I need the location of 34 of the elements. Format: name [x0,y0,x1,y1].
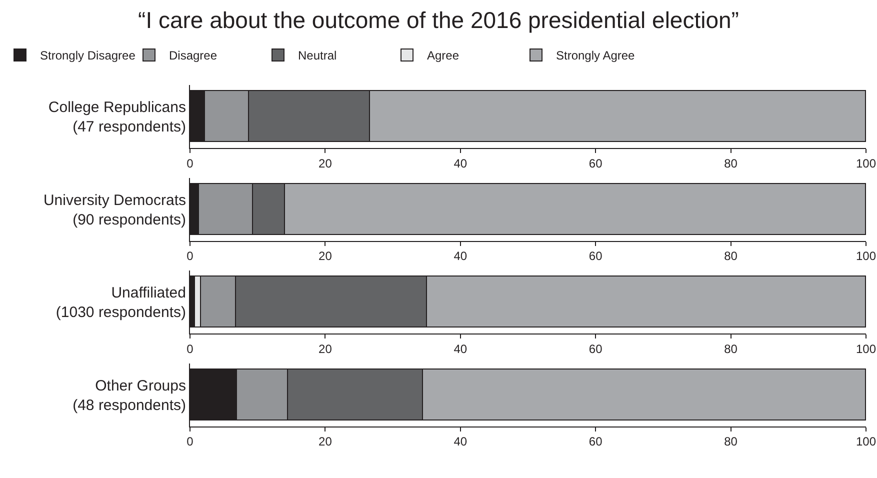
x-tick-label: 40 [454,156,468,170]
x-tick-label: 40 [454,249,468,264]
x-tick-label: 60 [588,249,603,264]
legend-label: Disagree [169,48,218,63]
x-tick-label: 80 [724,434,738,449]
x-tick-label: 80 [724,156,738,170]
legend-label: Strongly Agree [556,48,636,63]
x-tick-label: 0 [186,342,194,356]
y-tick-label: Unaffiliated (1030 respondents) [56,284,186,322]
x-tick-label: 40 [454,342,468,356]
legend-label: Agree [427,48,460,63]
x-tick-label: 20 [318,434,332,449]
legend-label: Strongly Disagree [40,48,136,63]
x-tick-label: 20 [318,342,332,356]
x-tick-label: 20 [318,156,332,170]
x-tick-label: 60 [588,156,603,170]
x-tick-label: 100 [856,249,876,264]
x-tick-label: 0 [186,156,194,170]
x-tick-label: 20 [318,249,332,264]
y-tick-label: College Republicans (47 respondents) [48,99,186,136]
legend-label: Neutral [298,48,337,63]
y-tick-label: Other Groups (48 respondents) [72,377,186,414]
x-tick-label: 40 [454,434,468,449]
x-tick-label: 100 [856,342,876,356]
x-tick-label: 0 [186,249,194,264]
y-tick-label: University Democrats (90 respondents) [43,192,186,228]
chart-title: “I care about the outcome of the 2016 presidential election” [138,7,739,34]
x-tick-label: 80 [724,342,738,356]
x-tick-label: 100 [856,434,876,449]
x-tick-label: 60 [588,342,603,356]
x-tick-label: 60 [588,434,603,449]
x-tick-label: 80 [724,249,738,264]
x-tick-label: 100 [856,156,876,170]
x-tick-label: 0 [186,434,194,449]
